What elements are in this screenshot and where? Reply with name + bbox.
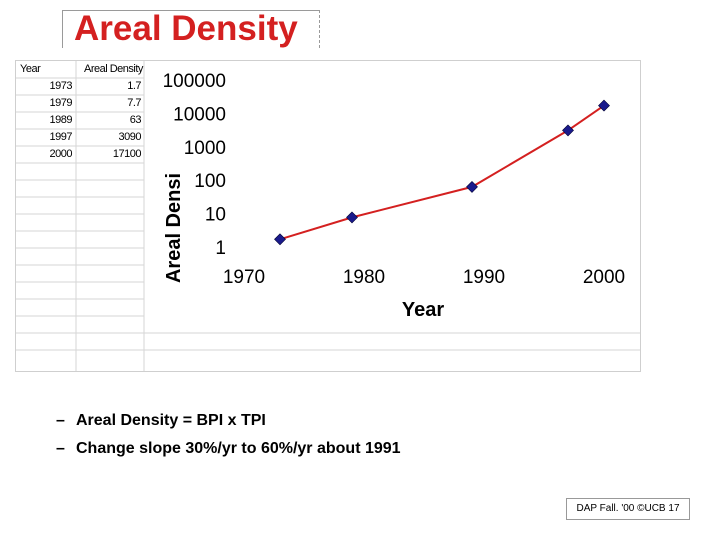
bullet-list: – Areal Density = BPI x TPI – Change slope…	[56, 412, 401, 468]
data-point-marker	[598, 99, 610, 112]
embedded-spreadsheet: Year Areal Density 1973 1.7 1979 7.7 198…	[15, 60, 641, 372]
y-tick-label: 1	[215, 238, 226, 259]
x-tick-label: 1980	[343, 267, 385, 288]
data-point-marker	[274, 233, 286, 246]
table-cell-year: 2000	[49, 148, 73, 160]
bullet-item: – Areal Density = BPI x TPI	[56, 412, 401, 440]
table-cell-density: 17100	[112, 148, 142, 160]
x-axis-label: Year	[402, 299, 444, 321]
table-cell-density: 63	[129, 114, 142, 126]
table-cell-density: 1.7	[127, 80, 141, 92]
y-tick-label: 100000	[163, 71, 226, 92]
data-point-marker	[346, 211, 358, 224]
slide-footer: DAP Fall. '00 ©UCB 17	[566, 498, 690, 520]
table-cell-year: 1979	[49, 97, 73, 109]
spreadsheet-gridlines	[16, 61, 640, 371]
table-header-areal-density: Areal Density	[84, 63, 143, 75]
y-axis-ticks: 1 10 100 1000 10000 100000	[163, 71, 226, 259]
table-header-year: Year	[20, 63, 41, 75]
title-frame	[62, 10, 320, 48]
x-tick-label: 1970	[223, 267, 265, 288]
bullet-text: Change slope 30%/yr to 60%/yr about 1991	[76, 440, 401, 457]
x-tick-label: 1990	[463, 267, 505, 288]
x-axis-ticks: 1970 1980 1990 2000	[223, 267, 625, 288]
table-cell-year: 1973	[49, 80, 73, 92]
x-tick-label: 2000	[583, 267, 625, 288]
table-cell-density: 3090	[118, 131, 142, 143]
slide-title: Areal Density	[74, 9, 298, 48]
y-tick-label: 100	[194, 171, 226, 192]
y-tick-label: 1000	[184, 138, 226, 159]
bullet-dash: –	[56, 412, 65, 429]
chart-area	[150, 62, 638, 308]
data-point-marker	[562, 124, 574, 137]
data-point-marker	[466, 180, 478, 193]
y-axis-label: Areal Densi	[163, 173, 185, 283]
bullet-dash: –	[56, 440, 65, 457]
series-markers	[274, 99, 610, 246]
table-cell-density: 7.7	[127, 97, 141, 109]
bullet-item: – Change slope 30%/yr to 60%/yr about 199…	[56, 440, 401, 468]
bullet-text: Areal Density = BPI x TPI	[76, 412, 266, 429]
y-tick-label: 10000	[173, 104, 226, 125]
table-cell-year: 1989	[49, 114, 73, 126]
y-tick-label: 10	[205, 205, 226, 226]
table-cell-year: 1997	[49, 131, 73, 143]
